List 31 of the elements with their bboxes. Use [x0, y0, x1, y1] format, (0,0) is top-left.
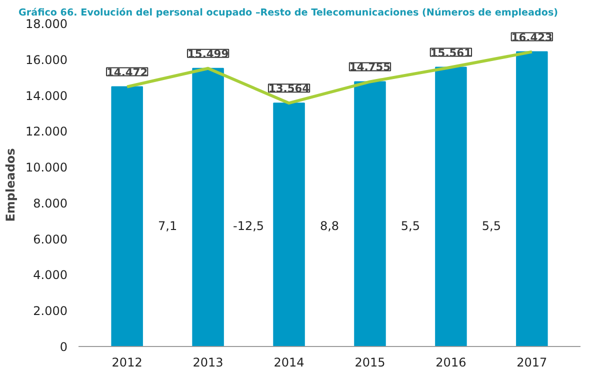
y-tick-label: 16.000 — [26, 52, 68, 67]
annotation: 5,5 — [400, 219, 420, 234]
annotation: -12,5 — [233, 219, 264, 234]
bar — [273, 102, 305, 346]
annotation: 7,1 — [158, 219, 178, 234]
y-tick-label: 10.000 — [26, 160, 68, 175]
x-tick-label: 2016 — [436, 356, 466, 369]
y-axis-title: Empleados — [4, 148, 18, 222]
bar — [111, 86, 143, 346]
bar — [516, 51, 548, 346]
y-tick-label: 8.000 — [33, 196, 68, 210]
y-tick-label: 6.000 — [33, 232, 68, 246]
bar — [354, 81, 386, 346]
y-tick-label: 4.000 — [33, 268, 68, 282]
y-tick-label: 12.000 — [26, 124, 68, 139]
y-tick-label: 0 — [60, 340, 68, 354]
x-tick-label: 2014 — [274, 356, 304, 369]
x-tick-label: 2013 — [192, 356, 224, 369]
annotation: 5,5 — [482, 219, 501, 234]
annotation: 8,8 — [320, 219, 340, 234]
data-label: 13.564 — [268, 82, 310, 96]
x-tick-label: 2012 — [112, 356, 142, 369]
data-label: 15.499 — [187, 47, 229, 60]
bar — [192, 68, 224, 346]
y-tick-label: 18.000 — [26, 17, 68, 31]
x-tick-label: 2015 — [354, 356, 386, 369]
y-tick-label: 14.000 — [26, 88, 68, 103]
x-tick-label: 2017 — [516, 356, 548, 369]
bar — [435, 66, 467, 346]
y-tick-label: 2.000 — [33, 304, 68, 318]
chart-title: Gráfico 66. Evolución del personal ocupado –Resto de Telecomunicaciones (Números de empleados) — [18, 8, 558, 18]
